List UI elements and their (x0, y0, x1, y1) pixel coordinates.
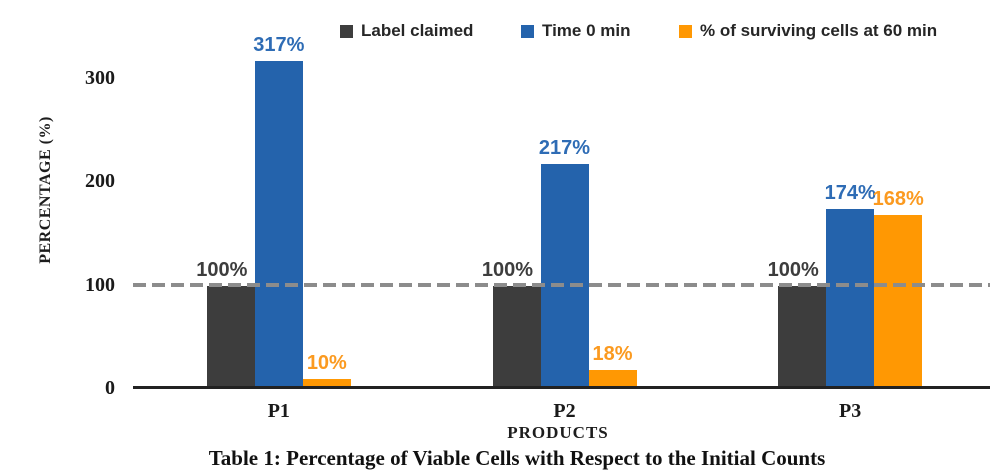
legend-item-label-claimed: Label claimed (340, 18, 473, 44)
bar-value-label: 100% (767, 259, 819, 281)
chart-legend: Label claimed Time 0 min % of surviving … (0, 18, 1000, 44)
y-tick-label: 300 (85, 66, 115, 89)
bar-p1-series-2 (302, 379, 351, 389)
legend-label: % of surviving cells at 60 min (700, 21, 938, 40)
bar-value-label: 18% (592, 343, 633, 365)
x-tick-label: P3 (839, 400, 862, 422)
x-axis-title: PRODUCTS (507, 423, 609, 442)
bar-p2-series-1 (540, 164, 589, 389)
bar-p2-series-0 (492, 286, 541, 389)
bar-value-label: 317% (253, 34, 305, 56)
bar-p3-series-0 (778, 286, 827, 389)
figure-caption: Table 1: Percentage of Viable Cells with… (208, 446, 826, 470)
bar-p2-series-2 (588, 370, 637, 389)
y-tick-label: 100 (85, 273, 115, 296)
legend-swatch-icon (340, 24, 353, 38)
legend-item-surviving-cells: % of surviving cells at 60 min (679, 18, 937, 44)
y-tick-label: 200 (85, 170, 115, 192)
bar-value-label: 168% (872, 188, 924, 210)
bar-value-label: 217% (538, 137, 591, 159)
legend-label: Label claimed (361, 21, 474, 40)
bar-value-label: 100% (196, 259, 248, 281)
legend-swatch-icon (521, 24, 534, 38)
y-tick-label: 0 (105, 377, 115, 399)
bar-p3-series-2 (874, 215, 923, 389)
x-tick-label: P2 (553, 400, 576, 422)
bar-p1-series-0 (206, 286, 255, 389)
bar-value-label: 174% (824, 182, 876, 204)
legend-swatch-icon (679, 24, 692, 38)
x-tick-label: P1 (267, 400, 290, 422)
bar-value-label: 10% (306, 352, 347, 374)
bar-p1-series-1 (254, 61, 303, 389)
legend-label: Time 0 min (542, 21, 631, 40)
bar-p3-series-1 (826, 209, 875, 389)
reference-line-100 (133, 282, 990, 287)
x-axis-line (133, 386, 990, 389)
bar-value-label: 100% (481, 259, 534, 281)
legend-item-time-0-min: Time 0 min (521, 18, 631, 44)
